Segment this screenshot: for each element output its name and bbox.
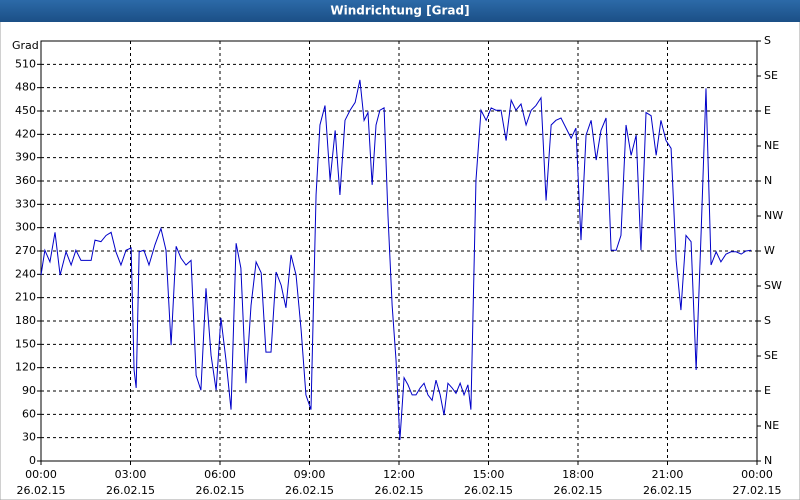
y2-tick-label: SW (764, 279, 782, 292)
data-line (40, 79, 752, 441)
y2-tick-label: NE (764, 419, 779, 432)
x-tick-date: 26.02.15 (285, 484, 334, 497)
x-tick-label: 06:00 (204, 468, 236, 481)
y-tick-label: 420 (15, 127, 36, 140)
y2-tick-label: W (764, 244, 775, 257)
y2-tick-label: SE (764, 69, 778, 82)
x-tick-label: 09:00 (294, 468, 326, 481)
y-tick-label: 120 (15, 361, 36, 374)
x-tick-date: 26.02.15 (375, 484, 424, 497)
y2-tick-label: NE (764, 139, 779, 152)
plot-border (40, 40, 758, 462)
y2-tick-label: S (764, 314, 771, 327)
x-tick-label: 03:00 (115, 468, 147, 481)
y-tick-label: 510 (15, 57, 36, 70)
y-tick-label: 90 (22, 384, 36, 397)
x-tick-label: 00:00 (741, 468, 773, 481)
x-tick-date: 26.02.15 (643, 484, 692, 497)
y-tick-label: 300 (15, 221, 36, 234)
y2-tick-label: SE (764, 349, 778, 362)
y-tick-label: 360 (15, 174, 36, 187)
x-tick-date: 26.02.15 (196, 484, 245, 497)
y-tick-label: 0 (29, 454, 36, 467)
x-tick-label: 12:00 (383, 468, 415, 481)
y2-tick-label: N (764, 174, 772, 187)
y2-tick-label: NW (764, 209, 783, 222)
y-tick-label: 450 (15, 104, 36, 117)
title-bar (0, 0, 800, 22)
y-tick-label: 30 (22, 431, 36, 444)
chart-title: Windrichtung [Grad] (330, 4, 469, 18)
y2-tick-label: S (764, 34, 771, 47)
x-tick-date: 27.02.15 (733, 484, 782, 497)
y2-tick-label: E (764, 384, 771, 397)
x-tick-date: 26.02.15 (464, 484, 513, 497)
y-axis-label: Grad (12, 39, 39, 52)
y-tick-label: 210 (15, 291, 36, 304)
y-tick-label: 480 (15, 81, 36, 94)
x-tick-label: 21:00 (652, 468, 684, 481)
x-tick-label: 00:00 (25, 468, 57, 481)
x-tick-date: 26.02.15 (554, 484, 603, 497)
y-tick-label: 180 (15, 314, 36, 327)
y-tick-label: 330 (15, 197, 36, 210)
y2-tick-label: E (764, 104, 771, 117)
y2-tick-label: N (764, 454, 772, 467)
y-tick-label: 150 (15, 337, 36, 350)
x-tick-date: 26.02.15 (17, 484, 66, 497)
y-tick-label: 270 (15, 244, 36, 257)
y-tick-label: 390 (15, 151, 36, 164)
x-tick-label: 15:00 (473, 468, 505, 481)
x-tick-label: 18:00 (562, 468, 594, 481)
x-tick-date: 26.02.15 (106, 484, 155, 497)
y-tick-label: 240 (15, 267, 36, 280)
y-tick-label: 60 (22, 407, 36, 420)
